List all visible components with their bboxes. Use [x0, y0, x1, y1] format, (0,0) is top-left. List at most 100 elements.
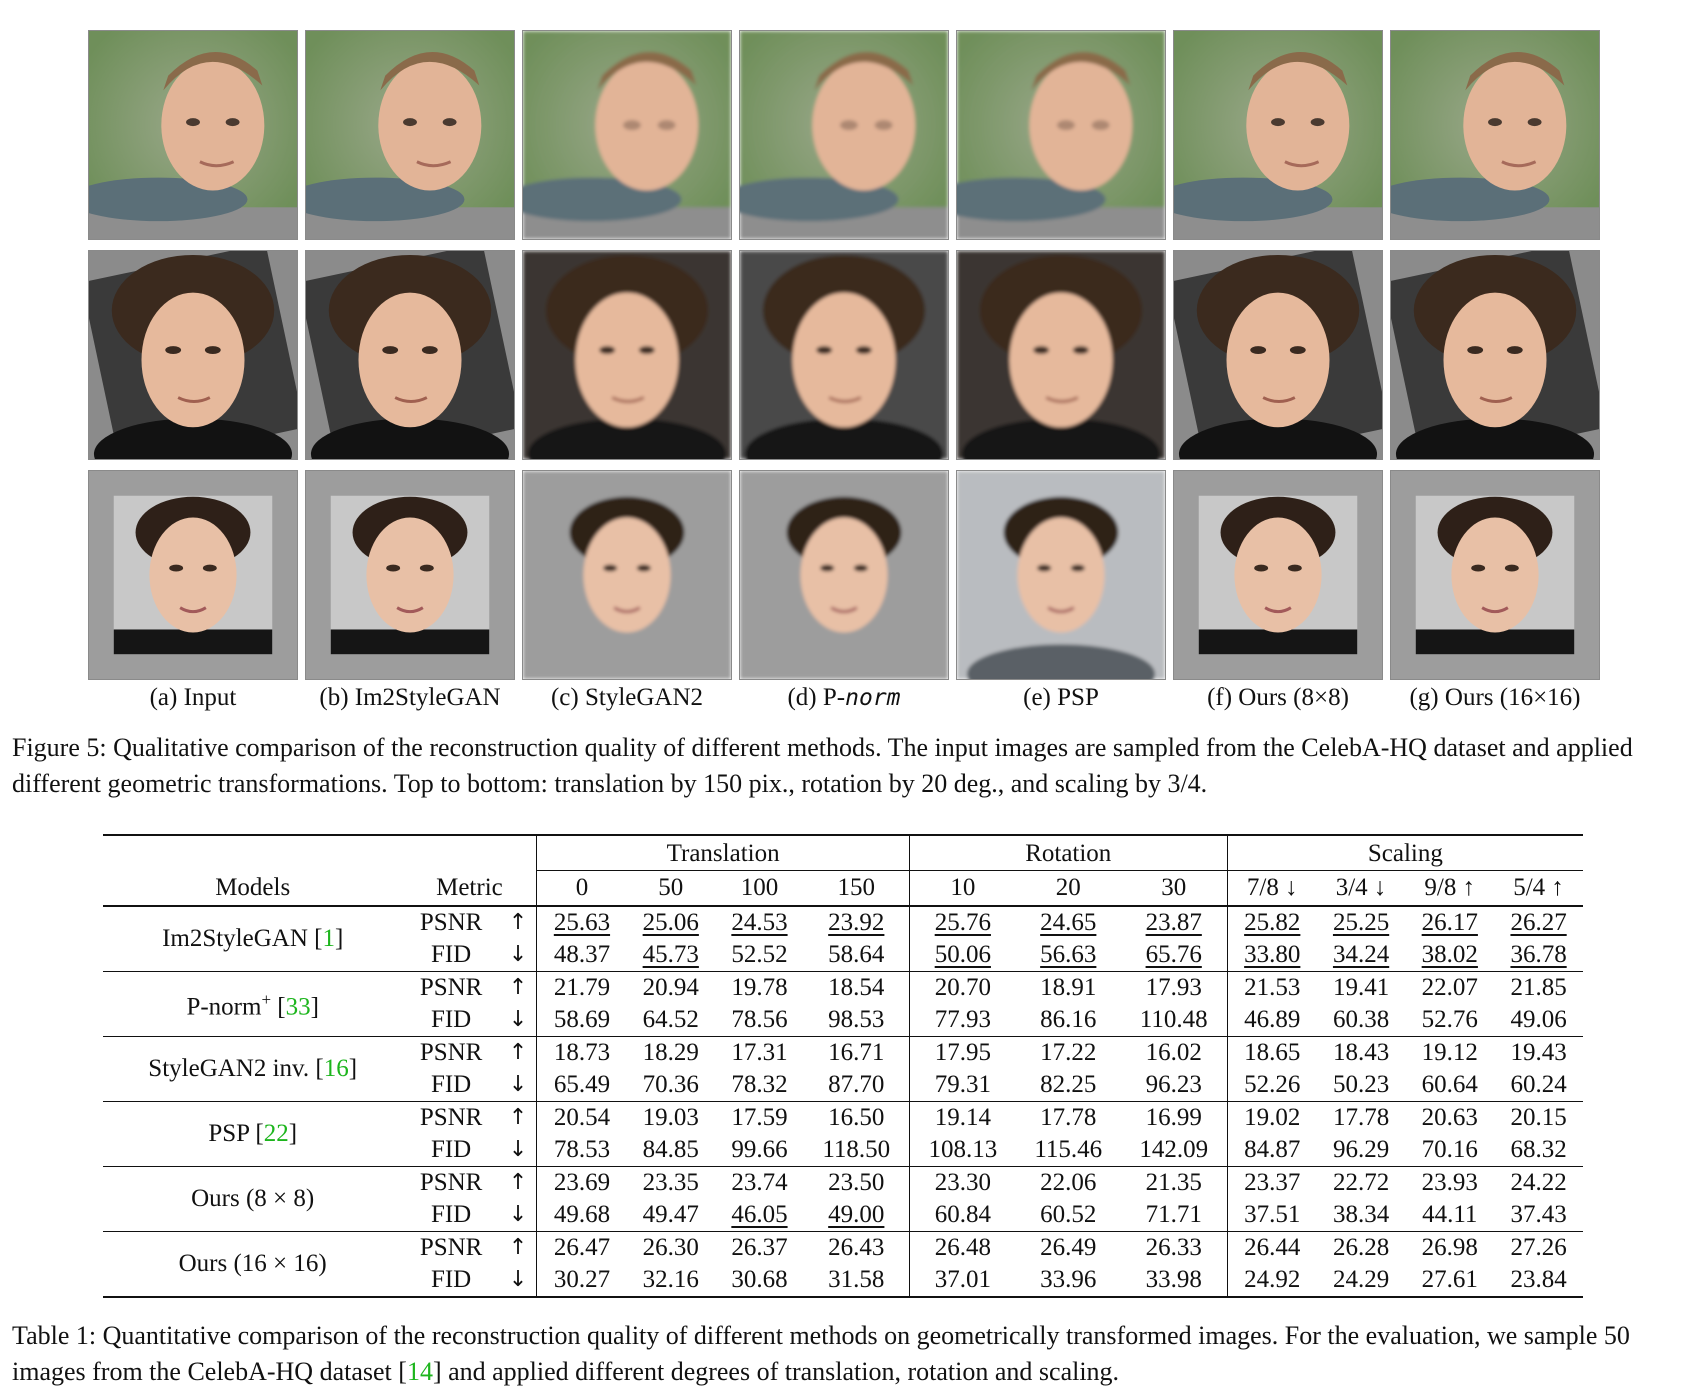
- table-cell: 87.70: [828, 1071, 885, 1098]
- metric-name: PSNR: [402, 1101, 500, 1134]
- group-rotation: Rotation: [908, 834, 1228, 871]
- table-cell: 96.23: [1145, 1071, 1202, 1098]
- table-cell: 79.31: [908, 1069, 1016, 1102]
- face-image: [739, 30, 949, 240]
- table-cell: 26.48: [908, 1231, 1016, 1264]
- table-cell: 49.47: [642, 1201, 699, 1228]
- table-cell: 108.13: [908, 1134, 1016, 1167]
- table-cell: 30.27: [536, 1264, 627, 1297]
- table-cell: 16.50: [803, 1101, 910, 1134]
- table-cell: 17.78: [1316, 1101, 1406, 1134]
- table-cell: 37.51: [1226, 1199, 1317, 1232]
- column-label: (c) StyleGAN2: [517, 684, 737, 712]
- citation-link[interactable]: 1: [322, 925, 335, 952]
- model-name-text: PSP [: [208, 1120, 264, 1147]
- table-cell: 34.24: [1332, 941, 1390, 968]
- table-cell: 82.25: [1040, 1071, 1097, 1098]
- table-cell: 20.15: [1494, 1101, 1583, 1134]
- table-cell: 45.73: [642, 941, 699, 968]
- table-cell: 25.25: [1332, 909, 1390, 936]
- table-cell: 26.49: [1015, 1231, 1121, 1264]
- table-cell: 60.64: [1421, 1071, 1478, 1098]
- higher-better-arrow-icon: ↑: [499, 1231, 537, 1264]
- table-cell: 18.29: [626, 1036, 716, 1069]
- table-row: FID ↓ 58.69 64.52 78.56 98.53 77.93 86.16 110.48…: [103, 1004, 1583, 1037]
- higher-better-arrow-icon: ↑: [508, 910, 528, 935]
- face-image: [1173, 470, 1383, 680]
- model-name: Ours (8 × 8): [103, 1166, 403, 1232]
- table-cell: 27.61: [1421, 1266, 1478, 1293]
- table-cell: 25.76: [908, 906, 1016, 939]
- table-cell: 17.22: [1015, 1036, 1121, 1069]
- col-header: 7/8 ↓: [1226, 870, 1317, 907]
- col-header: 150: [803, 870, 910, 907]
- table-cell: 52.52: [731, 941, 788, 968]
- table-row: FID ↓ 49.68 49.47 46.05 49.00 60.84 60.52 71.71 3…: [103, 1199, 1583, 1232]
- col-header: 20: [1015, 870, 1121, 907]
- table-cell: 18.43: [1316, 1036, 1406, 1069]
- table-row: FID ↓ 30.27 32.16 30.68 31.58 37.01 33.96 33.98 2…: [103, 1264, 1583, 1297]
- table-cell: 20.63: [1405, 1101, 1495, 1134]
- table-cell: 16.71: [803, 1036, 910, 1069]
- table-cell: 22.06: [1015, 1166, 1121, 1199]
- face-image: [88, 250, 298, 460]
- face-image: [305, 250, 515, 460]
- table-cell: 78.53: [536, 1134, 627, 1167]
- table-cell: 52.76: [1421, 1006, 1478, 1033]
- column-label-italic: norm: [845, 685, 901, 711]
- face-image: [522, 250, 732, 460]
- table-cell: 33.96: [1040, 1266, 1097, 1293]
- table-cell: 30.68: [731, 1266, 788, 1293]
- results-table: Translation Rotation Scaling Models Metr…: [103, 834, 1583, 1298]
- table-cell: 19.14: [908, 1101, 1016, 1134]
- table-row: FID ↓ 78.53 84.85 99.66 118.50 108.13 115.46 142…: [103, 1134, 1583, 1167]
- model-name: PSP [22]: [103, 1101, 403, 1167]
- table-cell: 65.76: [1145, 941, 1202, 968]
- metric-name: FID: [430, 941, 472, 968]
- table-cell: 17.95: [908, 1036, 1016, 1069]
- table-cell: 33.80: [1226, 939, 1317, 972]
- table-cell: 48.37: [536, 939, 627, 972]
- table-cell: 20.54: [536, 1101, 627, 1134]
- table-cell: 18.54: [803, 971, 910, 1004]
- lower-better-arrow-icon: ↓: [508, 1007, 528, 1032]
- table-cell: 27.26: [1494, 1231, 1583, 1264]
- face-image: [956, 30, 1166, 240]
- table-cell: 26.43: [803, 1231, 910, 1264]
- column-label: (b) Im2StyleGAN: [300, 684, 520, 712]
- table-row: Ours (16 × 16) PSNR ↑ 26.47 26.30 26.37 26.43 2…: [103, 1231, 1583, 1298]
- col-header: 30: [1120, 870, 1228, 907]
- table-cell: 23.84: [1510, 1266, 1567, 1293]
- table-cell: 36.78: [1510, 941, 1567, 968]
- table-cell: 71.71: [1145, 1201, 1202, 1228]
- table-cell: 24.53: [731, 909, 788, 936]
- metric-name: PSNR: [402, 1036, 500, 1069]
- table-cell: 23.35: [626, 1166, 716, 1199]
- lower-better-arrow-icon: ↓: [508, 1072, 528, 1097]
- table-cell: 49.68: [536, 1199, 627, 1232]
- table-cell: 25.82: [1226, 906, 1317, 939]
- table-cell: 23.92: [828, 909, 885, 936]
- citation-link[interactable]: 16: [323, 1055, 349, 1082]
- citation-link[interactable]: 33: [285, 993, 311, 1021]
- face-image: [1390, 470, 1600, 680]
- header-blank: [103, 834, 537, 871]
- citation-link[interactable]: 14: [406, 1357, 433, 1386]
- table-cell: 16.99: [1120, 1101, 1228, 1134]
- metric-name: FID: [430, 1266, 472, 1293]
- table-cell: 50.06: [908, 939, 1016, 972]
- col-header: 100: [715, 870, 804, 907]
- table-cell: 33.98: [1145, 1266, 1202, 1293]
- figure-caption: Figure 5: Qualitative comparison of the …: [12, 733, 1633, 798]
- table-cell: 99.66: [731, 1136, 788, 1163]
- table-row: P-norm+ [33] PSNR ↑ 21.79 20.94 19.78 18.54 20.…: [103, 971, 1583, 1037]
- citation-link[interactable]: 22: [263, 1120, 289, 1147]
- face-image: [522, 30, 732, 240]
- model-name: Im2StyleGAN [1]: [162, 925, 344, 952]
- lower-better-arrow-icon: ↓: [508, 1137, 528, 1162]
- table-cell: 26.44: [1226, 1231, 1317, 1264]
- table-cell: 118.50: [822, 1136, 891, 1163]
- column-label: (g) Ours (16×16): [1385, 684, 1605, 712]
- table-cell: 25.06: [642, 909, 699, 936]
- table-cell: 22.72: [1316, 1166, 1406, 1199]
